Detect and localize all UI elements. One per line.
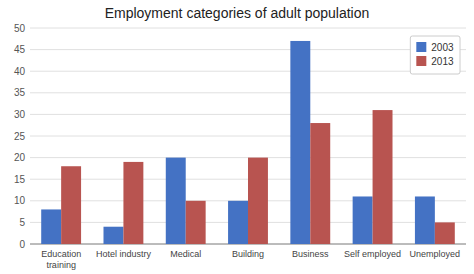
x-tick-label: Medical [170, 249, 201, 259]
x-tick-label-line: Hotel industry [96, 249, 152, 259]
legend: 2003 2013 [410, 36, 460, 74]
bar [228, 201, 248, 244]
bar [373, 110, 393, 244]
x-tick-label: Building [232, 249, 264, 259]
y-tick-label: 0 [19, 239, 25, 250]
chart: Employment categories of adult populatio… [0, 0, 474, 274]
grid-line [30, 136, 466, 137]
grid-line [30, 28, 466, 29]
x-tick-label: Unemployed [410, 249, 461, 259]
y-tick-label: 45 [14, 44, 26, 55]
y-tick-label: 40 [14, 66, 26, 77]
bar [41, 209, 61, 244]
bars [41, 41, 455, 244]
x-tick-label-line: Business [292, 249, 329, 259]
legend-box [410, 36, 460, 74]
x-tick-label: Hotel industry [96, 249, 152, 259]
bar [353, 196, 373, 244]
grid-line [30, 114, 466, 115]
x-tick-label-line: Unemployed [410, 249, 461, 259]
grid-line [30, 92, 466, 93]
legend-label: 2013 [431, 56, 454, 67]
legend-swatch [416, 42, 426, 52]
x-tick-label-line: training [46, 260, 76, 270]
x-tick-label-line: Medical [170, 249, 201, 259]
y-tick-label: 5 [19, 217, 25, 228]
bar [435, 222, 455, 244]
y-tick-label: 35 [14, 87, 26, 98]
x-tick-label-line: Education [41, 249, 81, 259]
bar [61, 166, 81, 244]
bar [310, 123, 330, 244]
legend-label: 2003 [431, 42, 454, 53]
bar [290, 41, 310, 244]
y-tick-label: 25 [14, 131, 26, 142]
grid-line [30, 71, 466, 72]
grid-line [30, 49, 466, 50]
legend-swatch [416, 56, 426, 66]
x-tick-label-line: Self employed [344, 249, 401, 259]
bar [186, 201, 206, 244]
y-tick-label: 10 [14, 195, 26, 206]
x-tick-label: Self employed [344, 249, 401, 259]
bar [248, 158, 268, 244]
bar [166, 158, 186, 244]
x-tick-label: Educationtraining [41, 249, 81, 270]
plot-area [30, 28, 466, 244]
y-tick-label: 15 [14, 174, 26, 185]
title: Employment categories of adult populatio… [105, 5, 370, 21]
bar [123, 162, 143, 244]
chart-container: Employment categories of adult populatio… [0, 0, 474, 274]
grid [30, 28, 466, 244]
y-tick-label: 50 [14, 23, 26, 34]
bar [103, 227, 123, 244]
x-tick-label: Business [292, 249, 329, 259]
y-tick-label: 30 [14, 109, 26, 120]
bar [415, 196, 435, 244]
y-tick-label: 20 [14, 152, 26, 163]
page: {"chart_data": {"type": "bar", "title": … [0, 0, 474, 274]
x-tick-label-line: Building [232, 249, 264, 259]
